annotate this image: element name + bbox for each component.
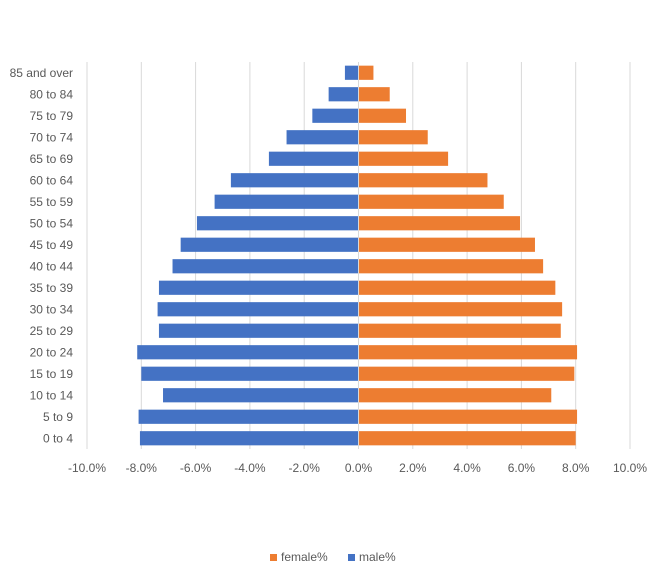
legend-swatch-male	[348, 554, 355, 561]
bars	[137, 65, 578, 446]
bar-male-0	[344, 65, 359, 80]
bar-male-4	[268, 151, 359, 166]
y-tick-label-3: 70 to 74	[30, 130, 74, 144]
bar-female-6	[358, 194, 504, 209]
bar-female-9	[358, 259, 544, 274]
bar-female-1	[358, 87, 390, 102]
bar-male-10	[158, 280, 359, 295]
y-tick-label-14: 15 to 19	[30, 367, 74, 381]
bar-male-16	[138, 409, 359, 424]
y-tick-label-16: 5 to 9	[43, 410, 73, 424]
x-tick-label-7: 4.0%	[453, 461, 481, 475]
bar-female-16	[358, 409, 578, 424]
bar-male-3	[286, 130, 359, 145]
bar-male-14	[141, 366, 359, 381]
bar-male-5	[230, 173, 359, 188]
legend: female% male%	[270, 550, 396, 564]
legend-swatch-female	[270, 554, 277, 561]
bar-female-7	[358, 216, 521, 231]
bar-female-14	[358, 366, 575, 381]
y-tick-label-12: 25 to 29	[30, 324, 74, 338]
x-tick-label-0: -10.0%	[68, 461, 106, 475]
y-tick-label-5: 60 to 64	[30, 173, 74, 187]
y-tick-label-2: 75 to 79	[30, 109, 74, 123]
bar-female-8	[358, 237, 535, 252]
bar-male-2	[312, 108, 359, 123]
x-tick-label-10: 10.0%	[613, 461, 647, 475]
bar-female-0	[358, 65, 374, 80]
x-tick-label-9: 8.0%	[562, 461, 590, 475]
bar-male-15	[163, 388, 359, 403]
y-tick-label-11: 30 to 34	[30, 302, 74, 316]
bar-male-9	[172, 259, 359, 274]
y-tick-label-9: 40 to 44	[30, 259, 74, 273]
bar-female-4	[358, 151, 449, 166]
legend-label-female: female%	[281, 550, 328, 564]
y-tick-label-10: 35 to 39	[30, 281, 74, 295]
bar-female-15	[358, 388, 552, 403]
bar-female-10	[358, 280, 556, 295]
y-tick-label-8: 45 to 49	[30, 238, 74, 252]
legend-label-male: male%	[359, 550, 396, 564]
bar-female-12	[358, 323, 561, 338]
x-tick-label-4: -2.0%	[289, 461, 321, 475]
axes: 85 and over 80 to 84 75 to 79 70 to 74 65 to…	[10, 62, 647, 475]
y-tick-label-17: 0 to 4	[43, 431, 73, 445]
bar-male-11	[157, 302, 359, 317]
bar-male-17	[139, 431, 359, 446]
bar-female-13	[358, 345, 578, 360]
bar-female-17	[358, 431, 576, 446]
bar-female-5	[358, 173, 488, 188]
y-tick-label-0: 85 and over	[10, 66, 73, 80]
bar-male-13	[137, 345, 359, 360]
x-tick-label-2: -6.0%	[180, 461, 212, 475]
y-tick-label-13: 20 to 24	[30, 345, 74, 359]
bar-male-12	[158, 323, 359, 338]
bar-female-3	[358, 130, 428, 145]
bar-female-11	[358, 302, 563, 317]
x-tick-label-6: 2.0%	[399, 461, 427, 475]
bar-male-7	[196, 216, 359, 231]
x-tick-label-5: 0.0%	[345, 461, 373, 475]
y-tick-label-4: 65 to 69	[30, 152, 74, 166]
y-tick-label-1: 80 to 84	[30, 87, 74, 101]
bar-male-8	[180, 237, 359, 252]
y-tick-label-7: 50 to 54	[30, 216, 74, 230]
bar-male-1	[328, 87, 359, 102]
bar-female-2	[358, 108, 407, 123]
x-tick-label-8: 6.0%	[508, 461, 536, 475]
y-tick-label-6: 55 to 59	[30, 195, 74, 209]
bar-male-6	[214, 194, 359, 209]
y-tick-label-15: 10 to 14	[30, 388, 74, 402]
x-tick-label-1: -8.0%	[126, 461, 158, 475]
gridlines	[86, 62, 631, 449]
x-tick-label-3: -4.0%	[234, 461, 266, 475]
